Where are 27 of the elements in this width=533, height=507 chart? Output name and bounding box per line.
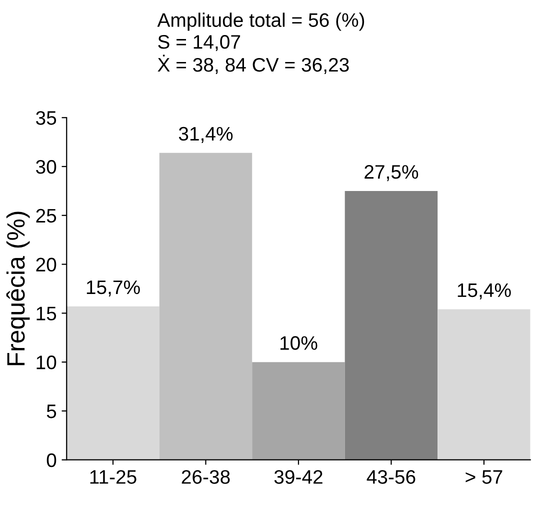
data-label: 15,4% [458, 283, 511, 300]
y-tick-label: 10 [36, 356, 56, 370]
y-tick-label: 30 [36, 160, 56, 174]
y-axis-title: Frequêcia (%) [6, 212, 30, 366]
bar [344, 190, 438, 460]
bar [438, 309, 530, 460]
y-tick-label: 20 [36, 258, 56, 272]
bar [66, 306, 160, 460]
y-tick-label: 5 [46, 404, 56, 418]
bar [159, 152, 252, 460]
y-tick-label: 15 [36, 306, 56, 320]
data-label: 27,5% [364, 165, 418, 182]
text: Ẋ = 38, 84 CV = 36,23 [158, 54, 349, 74]
bar [252, 362, 345, 460]
y-tick-label: 35 [36, 111, 56, 125]
data-label: 15,7% [86, 280, 140, 296]
data-label: 10% [280, 336, 318, 350]
y-tick-label: 0 [46, 453, 56, 468]
data-label: 31,4% [178, 126, 233, 143]
chart-title: Amplitude total = 56 (%) [157, 12, 364, 31]
x-tick-label: 39-42 [274, 470, 322, 484]
x-tick-label: 11-25 [90, 470, 136, 484]
x-tick-label: 26-38 [182, 470, 230, 484]
y-tick-label: 25 [36, 208, 56, 223]
x-tick-label: > 57 [466, 470, 502, 484]
x-tick-label: 43-56 [366, 470, 416, 484]
text: S = 14,07 [158, 34, 240, 52]
